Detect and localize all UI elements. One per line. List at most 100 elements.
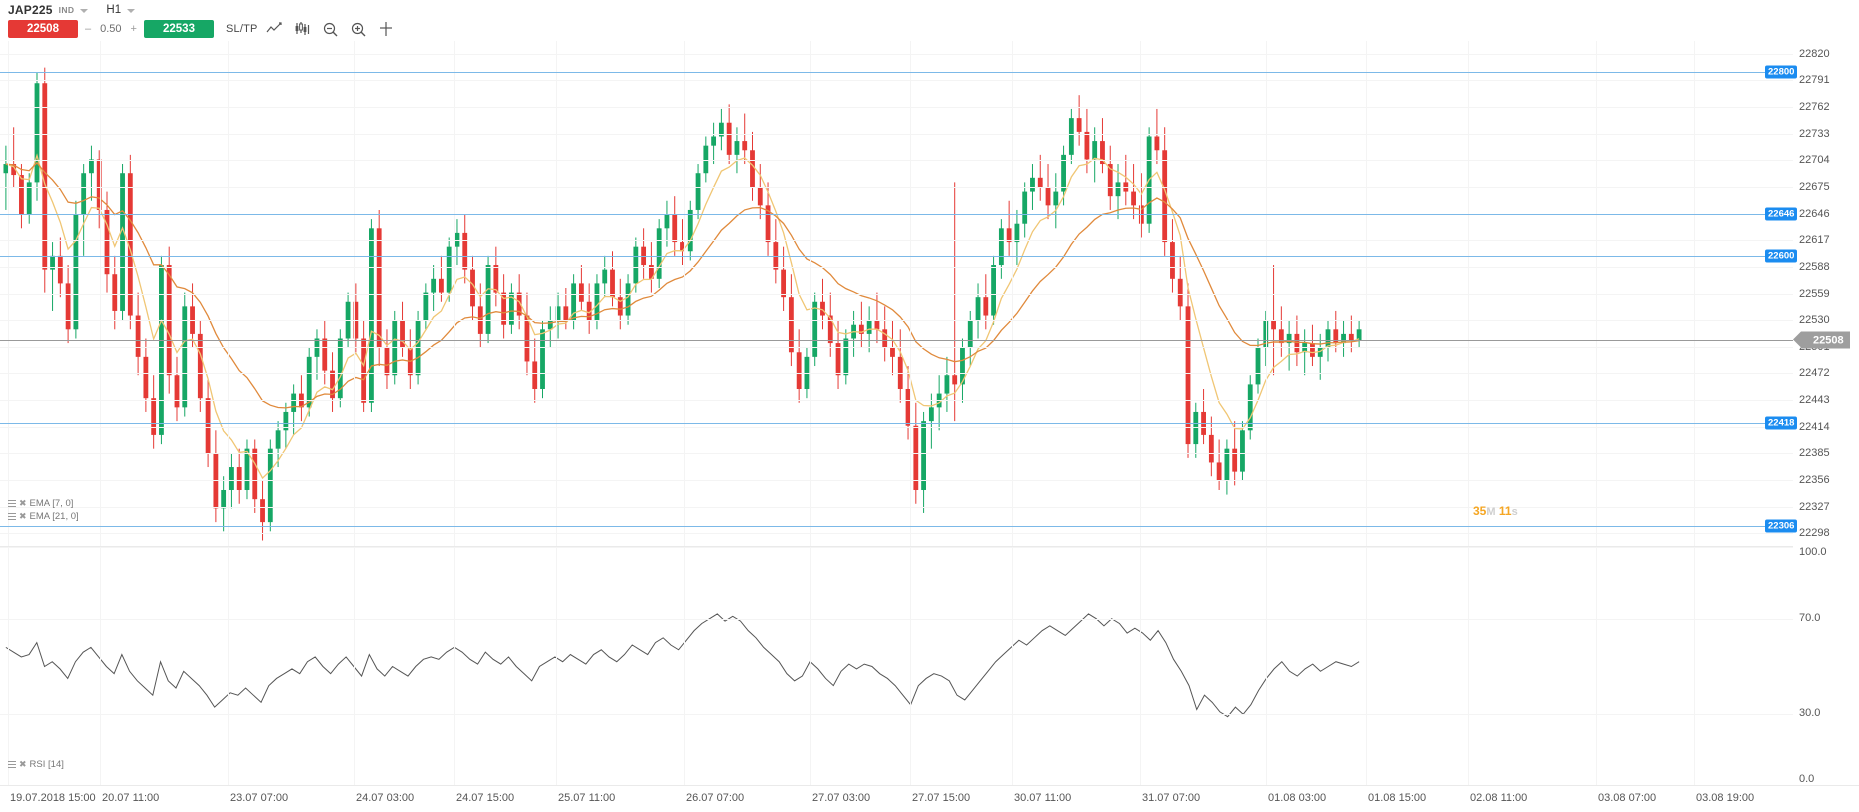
chart-toolbar: JAP225 IND H1 22508 – 0.50 + 22533 SL/TP <box>0 0 1859 42</box>
crosshair-icon[interactable] <box>376 19 398 39</box>
time-axis-label: 24.07 15:00 <box>456 792 515 804</box>
time-axis-label: 01.08 15:00 <box>1368 792 1427 804</box>
gridline <box>684 41 685 546</box>
gridline <box>1596 41 1597 546</box>
time-axis-label: 26.07 07:00 <box>686 792 745 804</box>
legend-close-icon[interactable]: ✖ <box>19 498 27 508</box>
price-level-badge[interactable]: 22800 <box>1765 65 1798 79</box>
sltp-button[interactable]: SL/TP <box>225 23 258 35</box>
price-axis-label: 22472 <box>1799 367 1830 380</box>
symbol-name[interactable]: JAP225 <box>8 3 53 17</box>
gridline <box>454 547 455 786</box>
gridline <box>1468 547 1469 786</box>
candlestick-series <box>3 67 1362 541</box>
price-axis-label: 22733 <box>1799 127 1830 140</box>
gridline <box>1468 41 1469 546</box>
rsi-legend[interactable]: ✖ RSI [14] <box>8 759 64 770</box>
gridline <box>0 54 1793 55</box>
gridline <box>1694 547 1695 786</box>
gridline <box>1266 41 1267 546</box>
time-axis-label: 31.07 07:00 <box>1142 792 1201 804</box>
gridline <box>1596 547 1597 786</box>
price-axis-label: 22414 <box>1799 420 1830 433</box>
gridline <box>910 41 911 546</box>
gridline <box>1366 41 1367 546</box>
price-level-badge[interactable]: 22600 <box>1765 249 1798 263</box>
symbol-chevron-down-icon[interactable] <box>80 9 89 13</box>
time-axis[interactable]: 19.07.2018 15:00 20.07 11:00 23.07 07:00 24… <box>0 785 1859 812</box>
ema-fast-legend[interactable]: ✖ EMA [7, 0] <box>8 498 73 509</box>
price-axis[interactable]: 22820 22791 22762 22733 22704 22675 22646 22617… <box>1765 41 1859 546</box>
price-level-badge[interactable]: 22306 <box>1765 519 1798 533</box>
price-level-line[interactable] <box>0 423 1793 424</box>
zoom-out-icon[interactable] <box>320 19 342 39</box>
countdown-minutes-unit: M <box>1486 505 1496 518</box>
price-axis-label: 22327 <box>1799 500 1830 513</box>
gridline <box>1012 41 1013 546</box>
gridline <box>1366 547 1367 786</box>
time-axis-label: 02.08 11:00 <box>1470 792 1528 804</box>
price-axis-label: 22530 <box>1799 314 1830 327</box>
countdown-seconds-unit: s <box>1511 505 1518 518</box>
gridline <box>684 547 685 786</box>
rsi-axis[interactable]: 100.0 70.0 30.0 0.0 <box>1793 546 1859 785</box>
time-axis-label: 01.08 03:00 <box>1268 792 1327 804</box>
price-axis-label: 22588 <box>1799 260 1830 273</box>
time-axis-label: 27.07 15:00 <box>912 792 971 804</box>
gridline <box>810 547 811 786</box>
current-price-line <box>0 340 1793 341</box>
gridline <box>0 533 1793 534</box>
ask-price-button[interactable]: 22533 <box>143 20 214 38</box>
price-level-line[interactable] <box>0 72 1793 73</box>
gridline <box>100 547 101 786</box>
gridline <box>0 507 1793 508</box>
countdown-seconds: 11 <box>1498 503 1512 518</box>
time-axis-label: 23.07 07:00 <box>230 792 289 804</box>
gridline <box>0 547 1793 548</box>
gridline <box>0 480 1793 481</box>
price-axis-label: 22762 <box>1799 101 1830 114</box>
line-chart-icon[interactable] <box>264 19 286 39</box>
price-axis-label: 22820 <box>1799 47 1830 60</box>
rsi-axis-label: 100.0 <box>1799 546 1827 558</box>
gridline <box>228 547 229 786</box>
timeframe-chevron-down-icon[interactable] <box>127 9 136 13</box>
gridline <box>1140 41 1141 546</box>
price-level-badge[interactable]: 22418 <box>1765 416 1798 430</box>
price-level-badge[interactable]: 22646 <box>1765 207 1798 221</box>
price-axis-label: 22675 <box>1799 180 1830 193</box>
spread-value: 0.50 <box>100 23 122 35</box>
ema-fast-label: EMA [7, 0] <box>29 498 74 509</box>
gridline <box>0 187 1793 188</box>
countdown-minutes: 35 <box>1473 503 1487 518</box>
price-level-line[interactable] <box>0 256 1793 257</box>
gridline <box>0 267 1793 268</box>
candlestick-icon[interactable] <box>292 19 314 39</box>
spread-increase-button[interactable]: + <box>130 23 137 35</box>
gridline <box>1012 547 1013 786</box>
price-chart-panel[interactable]: 35M 11s ✖ EMA [7, 0] ✖ EMA [21, 0] <box>0 41 1793 546</box>
gridline <box>454 41 455 546</box>
symbol-row: JAP225 IND H1 <box>8 2 136 18</box>
bid-price-button[interactable]: 22508 <box>8 20 78 38</box>
timeframe-label[interactable]: H1 <box>106 4 122 16</box>
gridline <box>0 320 1793 321</box>
legend-menu-icon[interactable] <box>8 761 16 768</box>
legend-close-icon[interactable]: ✖ <box>19 511 27 521</box>
gridline <box>0 619 1793 620</box>
price-level-line[interactable] <box>0 214 1793 215</box>
price-level-line[interactable] <box>0 526 1793 527</box>
spread-decrease-button[interactable]: – <box>85 23 92 35</box>
legend-close-icon[interactable]: ✖ <box>19 759 27 769</box>
gridline <box>0 347 1793 348</box>
ema-slow-label: EMA [21, 0] <box>29 511 79 522</box>
legend-menu-icon[interactable] <box>8 500 16 507</box>
rsi-series <box>5 613 1360 718</box>
gridline <box>0 400 1793 401</box>
rsi-panel[interactable]: ✖ RSI [14] <box>0 546 1793 786</box>
gridline <box>0 453 1793 454</box>
gridline <box>1266 547 1267 786</box>
legend-menu-icon[interactable] <box>8 513 16 520</box>
zoom-in-icon[interactable] <box>348 19 370 39</box>
ema-slow-legend[interactable]: ✖ EMA [21, 0] <box>8 511 79 522</box>
